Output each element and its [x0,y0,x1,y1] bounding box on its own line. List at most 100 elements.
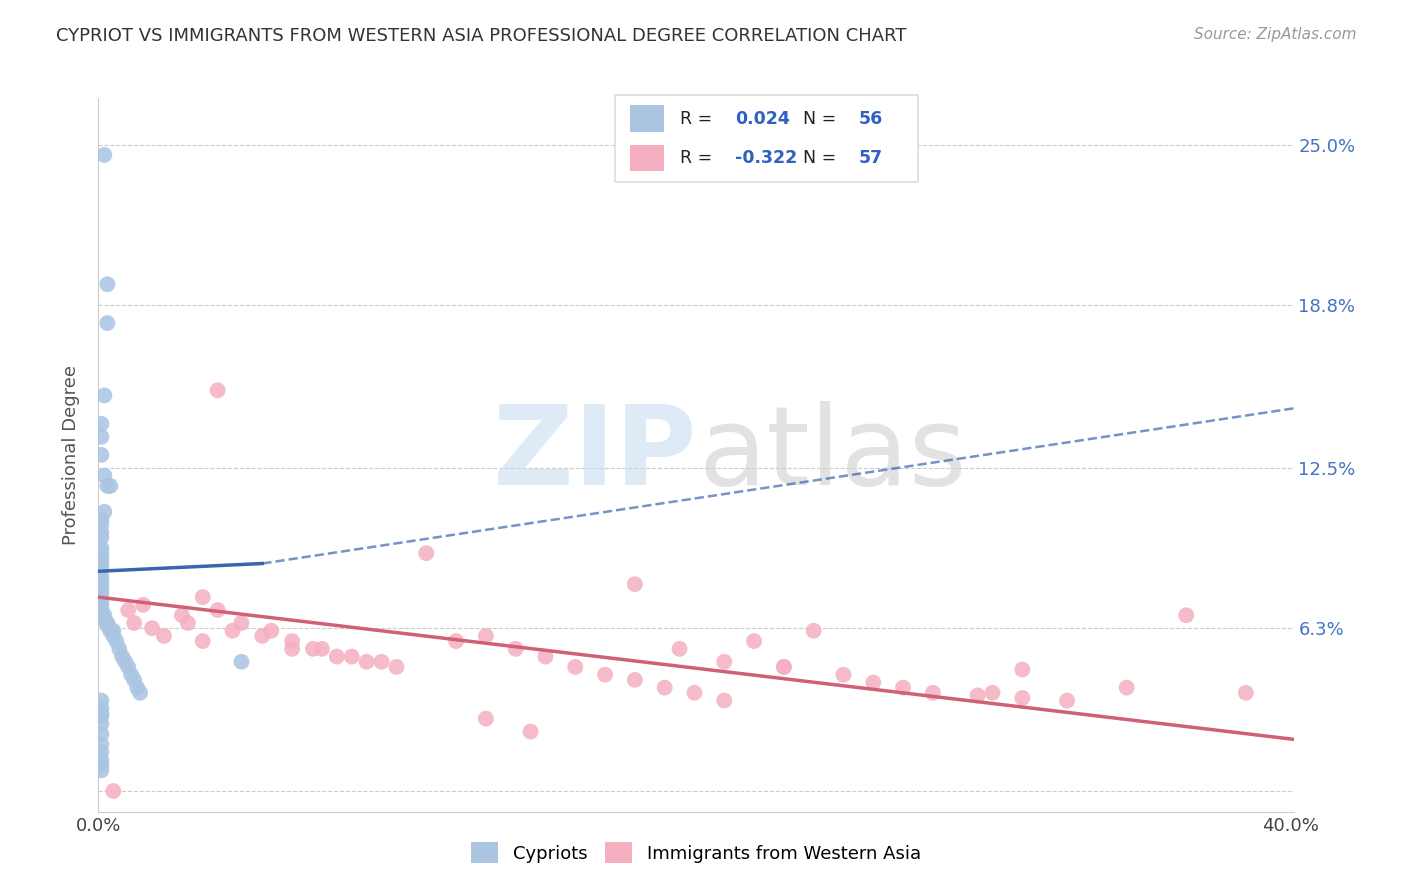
Point [340,649,363,664]
Point [117,660,139,674]
Point [132,598,155,612]
Text: N =: N = [803,149,842,167]
Point [90,758,112,772]
Point [713,693,735,707]
Point [170,608,193,623]
Bar [630,105,664,132]
FancyBboxPatch shape [614,95,918,182]
Point [966,689,988,703]
Point [862,675,884,690]
Point [90,448,112,462]
Point [385,660,408,674]
Point [96,618,118,632]
Point [129,686,152,700]
Point [141,621,163,635]
Point [773,660,796,674]
Point [90,600,112,615]
Point [117,603,139,617]
Point [981,686,1004,700]
Point [281,634,304,648]
Point [415,546,437,560]
Point [1175,608,1198,623]
Point [356,655,378,669]
Point [114,655,136,669]
Bar [630,145,664,171]
Y-axis label: Professional Degree: Professional Degree [62,365,80,545]
Point [221,624,243,638]
Point [105,634,128,648]
Point [98,624,121,638]
Point [90,551,112,566]
Point [624,673,647,687]
Point [108,641,131,656]
Legend: Cypriots, Immigrants from Western Asia: Cypriots, Immigrants from Western Asia [464,835,928,871]
Point [519,724,541,739]
Point [90,562,112,576]
Point [90,606,112,620]
Point [90,745,112,759]
Point [90,546,112,560]
Point [90,727,112,741]
Point [93,505,115,519]
Point [96,479,118,493]
Point [90,557,112,571]
Point [90,753,112,767]
Point [90,512,112,526]
Point [90,525,112,540]
Point [475,629,498,643]
Point [96,277,118,292]
Point [1115,681,1137,695]
Point [103,629,125,643]
Point [668,641,690,656]
Point [90,595,112,609]
Point [90,517,112,532]
Point [90,430,112,444]
Point [122,673,145,687]
Point [93,614,115,628]
Text: R =: R = [679,110,717,128]
Point [1234,686,1257,700]
Point [96,316,118,330]
Point [803,624,825,638]
Point [326,649,349,664]
Text: 0.024: 0.024 [735,110,790,128]
Point [93,468,115,483]
Point [1011,690,1033,705]
Point [98,479,121,493]
Point [93,388,115,402]
Text: atlas: atlas [699,401,967,508]
Point [534,649,557,664]
Point [90,590,112,604]
Point [90,701,112,715]
Point [231,655,253,669]
Point [90,574,112,589]
Point [311,641,333,656]
Point [90,580,112,594]
Text: 56: 56 [859,110,883,128]
Text: ZIP: ZIP [492,401,696,508]
Point [90,709,112,723]
Point [90,569,112,583]
Text: R =: R = [679,149,717,167]
Point [713,655,735,669]
Point [773,660,796,674]
Point [207,384,229,398]
Point [93,608,115,623]
Point [122,615,145,630]
Point [231,615,253,630]
Point [90,417,112,431]
Point [444,634,467,648]
Text: CYPRIOT VS IMMIGRANTS FROM WESTERN ASIA PROFESSIONAL DEGREE CORRELATION CHART: CYPRIOT VS IMMIGRANTS FROM WESTERN ASIA … [56,27,907,45]
Point [302,641,325,656]
Point [593,667,616,681]
Point [103,624,125,638]
Point [891,681,914,695]
Point [654,681,676,695]
Point [252,629,274,643]
Point [90,693,112,707]
Point [93,148,115,162]
Text: 57: 57 [859,149,883,167]
Point [475,712,498,726]
Point [624,577,647,591]
Point [260,624,283,638]
